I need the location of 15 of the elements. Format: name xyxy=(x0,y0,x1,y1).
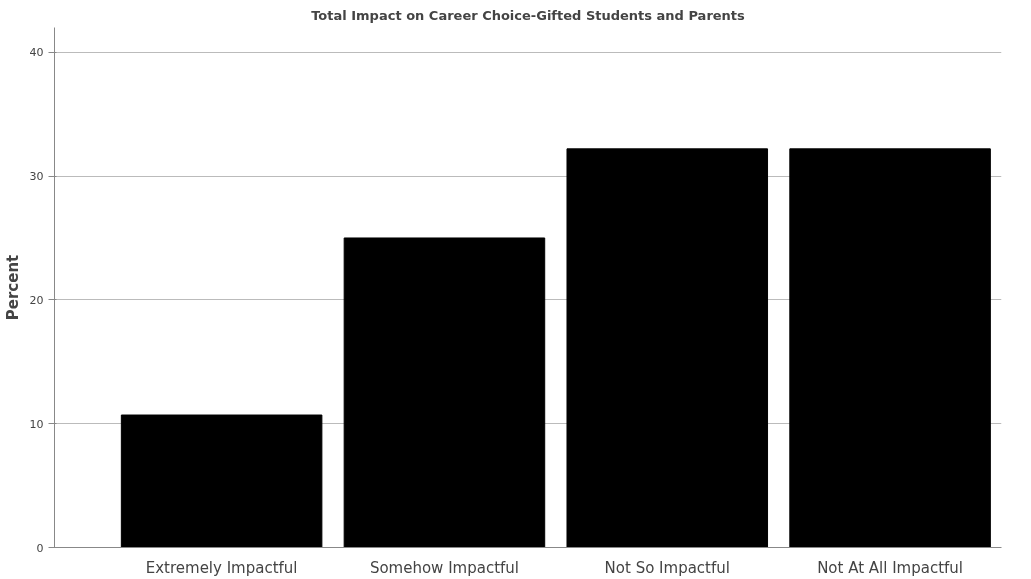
y-tick-label: 40 xyxy=(29,46,44,60)
y-tick-label: 0 xyxy=(36,541,44,555)
x-tick-label: Somehow Impactful xyxy=(369,558,519,577)
bar xyxy=(120,414,323,548)
y-tick-label: 10 xyxy=(29,417,44,431)
bar xyxy=(566,148,769,548)
bar xyxy=(789,148,991,548)
x-tick-label: Extremely Impactful xyxy=(145,558,298,577)
y-tick-label: 20 xyxy=(29,293,44,307)
bar xyxy=(343,237,546,548)
chart-title: Total Impact on Career Choice-Gifted Students and Parents xyxy=(311,7,746,23)
x-tick-label: Not At All Impactful xyxy=(817,558,964,577)
y-tick-label: 30 xyxy=(29,170,44,184)
x-tick-label: Not So Impactful xyxy=(604,558,730,577)
y-axis-title: Percent xyxy=(3,254,22,321)
